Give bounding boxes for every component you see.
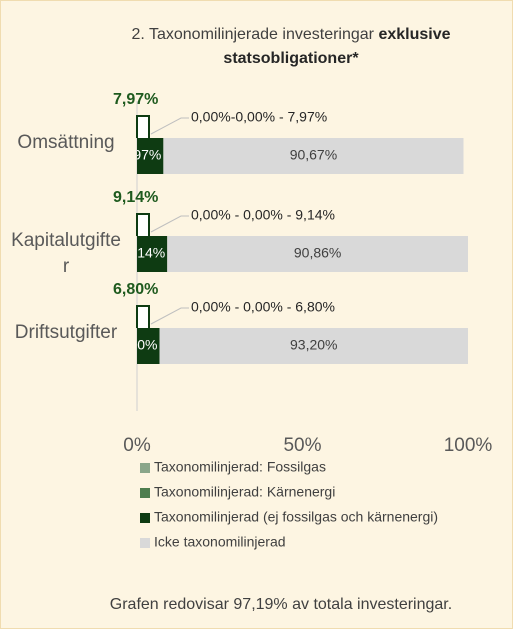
callout-marker — [136, 305, 150, 328]
callout-value: 7,97% — [113, 91, 158, 108]
data-label: 90,86% — [294, 245, 341, 261]
leader-line — [150, 215, 189, 233]
legend-label: Taxonomilinjerad: Fossilgas — [154, 459, 326, 475]
bar-segment — [167, 236, 468, 272]
data-label: 7,97% — [122, 147, 162, 163]
bar-segment — [137, 236, 168, 272]
leader-line — [150, 117, 189, 135]
data-label: 6,80% — [118, 337, 158, 353]
category-label: Kapitalutgifter — [11, 230, 121, 277]
callout-label: 0,00% - 0,00% - 9,14% — [191, 207, 335, 223]
legend-swatch — [140, 463, 150, 473]
bar-segment — [163, 138, 464, 174]
data-label: 90,67% — [290, 147, 337, 163]
callout-label: 0,00% - 0,00% - 6,80% — [191, 299, 335, 315]
x-tick-label: 100% — [444, 435, 493, 456]
callout-value: 6,80% — [113, 281, 158, 298]
category-label: Driftsutgifter — [14, 322, 118, 343]
data-label: 93,20% — [290, 337, 337, 353]
category-label: Omsättning — [17, 132, 115, 153]
legend-label: Icke taxonomilinjerad — [154, 534, 286, 550]
callout-label: 0,00%-0,00% - 7,97% — [191, 109, 327, 125]
leader-line — [150, 307, 189, 325]
chart-title-bold: exklusive statsobligationer* — [223, 26, 451, 67]
bar-segment — [137, 138, 164, 174]
legend-label: Taxonomilinjerad: Kärnenergi — [154, 484, 335, 500]
note: Grafen redovisar 97,19% av totala invest… — [110, 596, 452, 613]
bar-segment — [137, 328, 160, 364]
data-label: 9,14% — [126, 245, 166, 261]
legend-swatch — [140, 488, 150, 498]
callout-marker — [136, 115, 150, 138]
chart-title: 2. Taxonomilinjerade investeringar — [131, 26, 374, 43]
bar-segment — [159, 328, 468, 364]
legend-swatch — [140, 538, 150, 548]
chart-title-block: 2. Taxonomilinjerade investeringar exklu… — [71, 23, 511, 71]
x-tick-label: 0% — [123, 435, 151, 456]
legend-label: Taxonomilinjerad (ej fossilgas och kärne… — [154, 509, 438, 525]
legend-swatch — [140, 513, 150, 523]
callout-marker — [136, 213, 150, 236]
x-tick-label: 50% — [283, 435, 321, 456]
callout-value: 9,14% — [113, 189, 158, 206]
